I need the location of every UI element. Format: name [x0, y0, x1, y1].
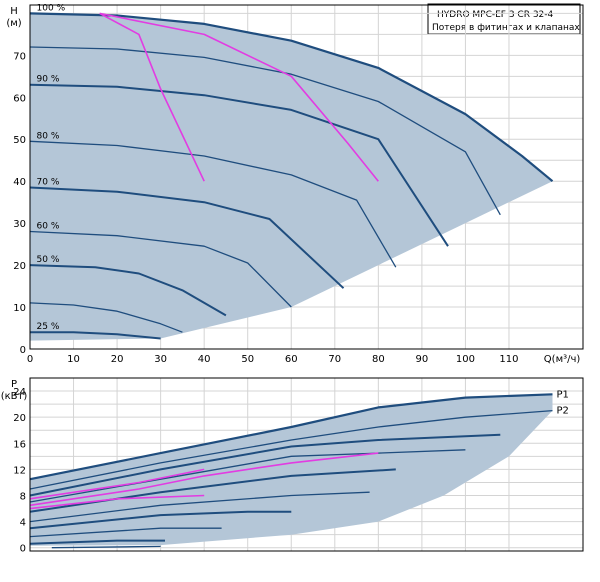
series-label: P2	[557, 406, 569, 417]
chart-subtitle: Потеря в фитингах и клапанах	[432, 23, 580, 33]
speed-label: 25 %	[37, 322, 60, 332]
y-tick-label: 10	[13, 303, 26, 314]
chart-title: HYDRO MPC-EF 3 CR 32-4	[437, 10, 554, 20]
y-tick-label: 4	[20, 518, 26, 529]
y-tick-label: 20	[13, 261, 26, 272]
x-tick-label: 10	[67, 354, 80, 365]
y-axis-label: H	[10, 6, 18, 17]
speed-curve	[30, 331, 161, 340]
x-tick-label: 100	[456, 354, 475, 365]
x-tick-label: 60	[285, 354, 298, 365]
speed-curve	[29, 12, 554, 183]
speed-curve	[29, 186, 345, 289]
y-tick-label: 20	[13, 413, 26, 424]
series-label: P1	[557, 389, 569, 400]
speed-curve	[29, 140, 397, 268]
speed-label: 90 %	[37, 75, 60, 85]
y-tick-label: 60	[13, 93, 26, 104]
speed-curve	[29, 302, 183, 333]
x-tick-label: 0	[27, 354, 33, 365]
power-panel: P1 P2 0 4 8 12 16 20 24P(кВт)	[1, 377, 584, 555]
speed-label: 70 %	[37, 177, 60, 187]
system-curve	[29, 452, 379, 507]
system-curve	[99, 12, 379, 182]
speed-label: 80 %	[37, 131, 60, 141]
system-curve	[29, 468, 205, 500]
header-box: HYDRO MPC-EF 3 CR 32-4 Потеря в фитингах…	[427, 3, 581, 35]
y-tick-label: 16	[13, 439, 26, 450]
operating-range-area	[30, 394, 553, 546]
y-tick-label: 40	[13, 177, 26, 188]
x-tick-label: 40	[198, 354, 211, 365]
plot-frame	[29, 377, 584, 552]
x-tick-label: 30	[154, 354, 167, 365]
speed-curve	[29, 449, 466, 503]
y-axis-unit: (м)	[6, 18, 21, 29]
y-tick-label: 30	[13, 219, 26, 230]
x-tick-label: 70	[328, 354, 341, 365]
operating-range-area	[30, 13, 553, 341]
y-tick-label: 12	[13, 465, 26, 476]
x-tick-label: 20	[111, 354, 124, 365]
speed-label: 60 %	[37, 222, 60, 232]
speed-curve	[29, 491, 370, 523]
system-curve	[29, 494, 205, 510]
speed-label: 100 %	[37, 3, 66, 13]
speed-curve	[29, 409, 553, 490]
system-curve	[99, 12, 205, 182]
speed-curve	[29, 83, 449, 247]
y-tick-label: 24	[13, 387, 26, 398]
x-tick-label: 50	[241, 354, 254, 365]
y-tick-label: 50	[13, 135, 26, 146]
speed-curve	[51, 545, 161, 549]
x-tick-label: 90	[416, 354, 429, 365]
y-tick-label: 0	[20, 345, 26, 356]
x-tick-label: 80	[372, 354, 385, 365]
head-panel: 100 % 90 % 80 % 70 % 60 % 50 % 25 % 0 10 20 30 40 50…	[6, 3, 584, 365]
x-tick-label: 110	[499, 354, 518, 365]
plot-frame	[29, 4, 584, 350]
y-tick-label: 8	[20, 492, 26, 503]
speed-curve	[29, 264, 227, 317]
y-axis-label: P	[11, 379, 17, 390]
y-axis-unit: (кВт)	[1, 391, 28, 402]
x-axis-label: Q(м³/ч)	[544, 354, 581, 365]
y-tick-label: 0	[20, 544, 26, 555]
speed-curve	[29, 510, 292, 530]
speed-label: 50 %	[37, 255, 60, 265]
speed-curve	[29, 46, 501, 216]
speed-curve	[29, 393, 553, 481]
y-tick-label: 70	[13, 51, 26, 62]
speed-curve	[29, 230, 292, 308]
speed-curve	[29, 539, 165, 545]
speed-curve	[29, 527, 222, 538]
speed-curve	[29, 433, 501, 497]
